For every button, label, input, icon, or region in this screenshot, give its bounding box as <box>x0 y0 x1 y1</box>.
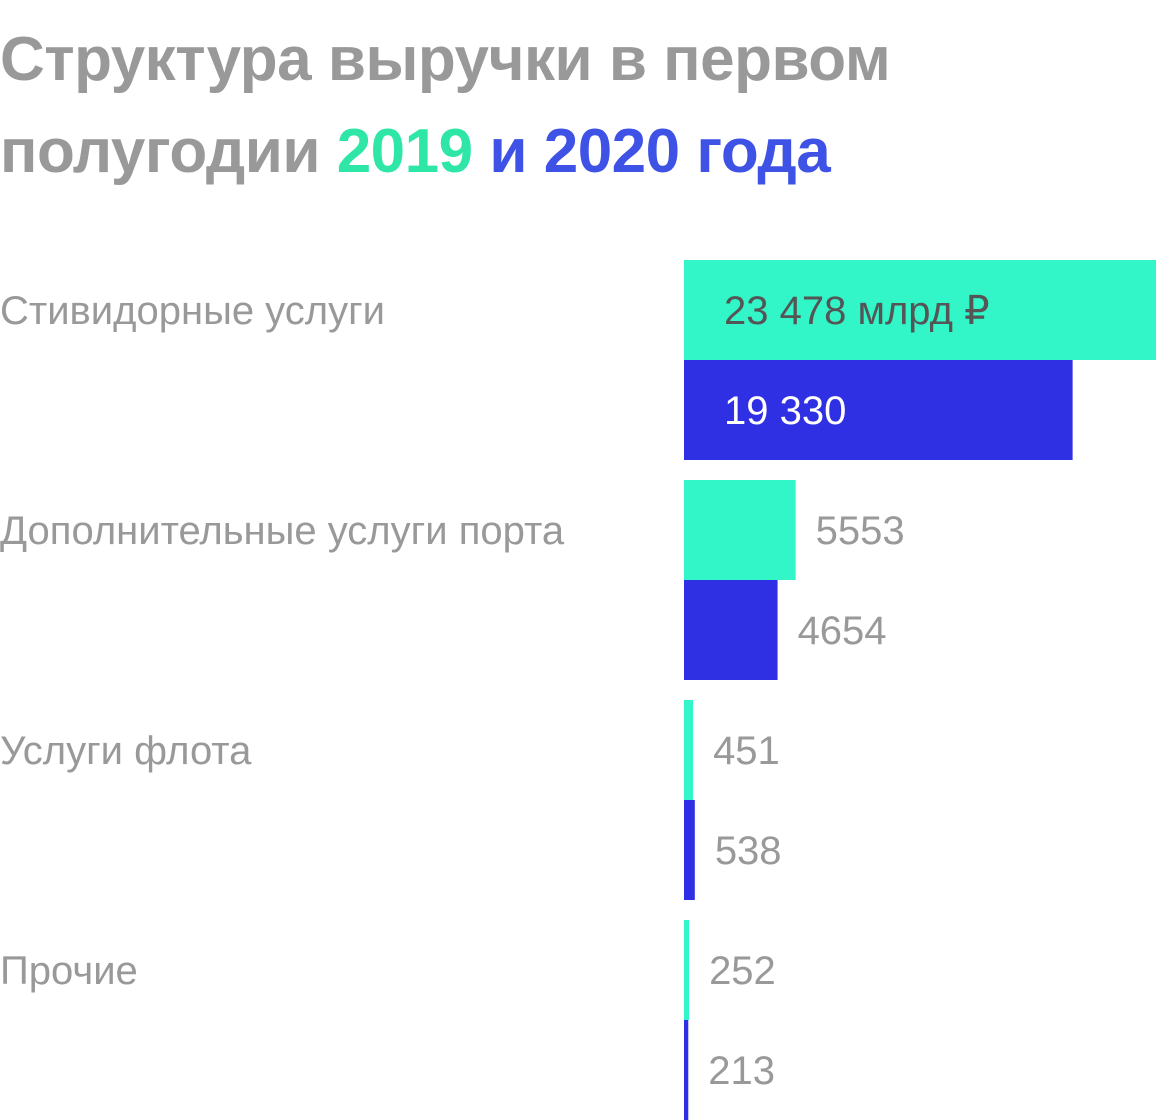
data-label-2020: 538 <box>715 829 782 873</box>
bar-2020 <box>684 1020 689 1120</box>
data-label-2019: 5553 <box>816 509 905 553</box>
data-label-2020: 213 <box>708 1049 775 1093</box>
title-connector: и <box>472 117 544 186</box>
data-label-2019: 23 478 млрд ₽ <box>724 289 990 333</box>
bar-2019 <box>684 700 694 800</box>
title-line1: Структура выручки в первом <box>0 25 891 94</box>
category-label: Стивидорные услуги <box>0 289 385 333</box>
category-label: Прочие <box>0 949 138 993</box>
title-year-2019: 2019 <box>336 117 473 186</box>
bar-2019 <box>684 480 796 580</box>
chart-title: Структура выручки в первом полугодии 201… <box>0 14 1150 198</box>
bar-2020 <box>684 580 778 680</box>
title-year-2020: 2020 года <box>543 117 831 186</box>
category-label: Услуги флота <box>0 729 252 773</box>
data-label-2020: 19 330 <box>724 389 846 433</box>
data-label-2019: 451 <box>713 729 780 773</box>
bar-2019 <box>684 260 1156 360</box>
bar-2020 <box>684 360 1073 460</box>
data-label-2020: 4654 <box>798 609 887 653</box>
bar-2020 <box>684 800 695 900</box>
title-line2-prefix: полугодии <box>0 117 337 186</box>
bar-2019 <box>684 920 690 1020</box>
data-label-2019: 252 <box>709 949 776 993</box>
category-label: Дополнительные услуги порта <box>0 509 565 553</box>
